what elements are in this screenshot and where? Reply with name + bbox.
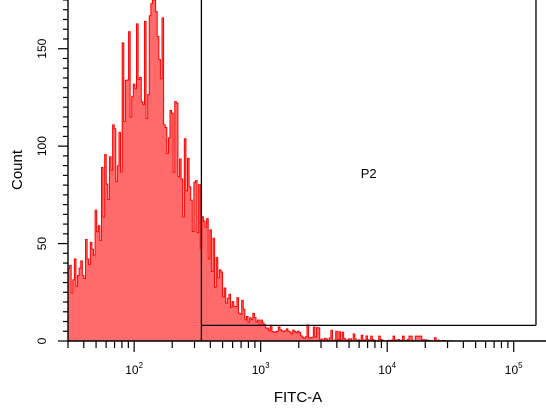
x-axis-title: FITC-A: [274, 389, 322, 406]
gate-p2[interactable]: P2: [200, 0, 537, 341]
histogram-area: [67, 0, 546, 342]
x-tick-label: 104: [378, 361, 396, 377]
y-tick-label: 100: [35, 136, 49, 156]
x-tick-label: 102: [125, 361, 143, 377]
gate-label-p2: P2: [361, 166, 377, 181]
y-tick-label: 150: [35, 38, 49, 58]
y-tick-label: 0: [35, 337, 49, 344]
x-axis-ticks: 102 103 104 105: [67, 341, 523, 377]
y-tick-label: 50: [35, 237, 49, 251]
histogram-series: [67, 0, 546, 342]
x-tick-label: 103: [252, 361, 270, 377]
x-tick-label: 105: [505, 361, 523, 377]
y-axis-ticks: 0 50 100 150: [35, 0, 68, 344]
y-axis-title: Count: [9, 149, 26, 190]
